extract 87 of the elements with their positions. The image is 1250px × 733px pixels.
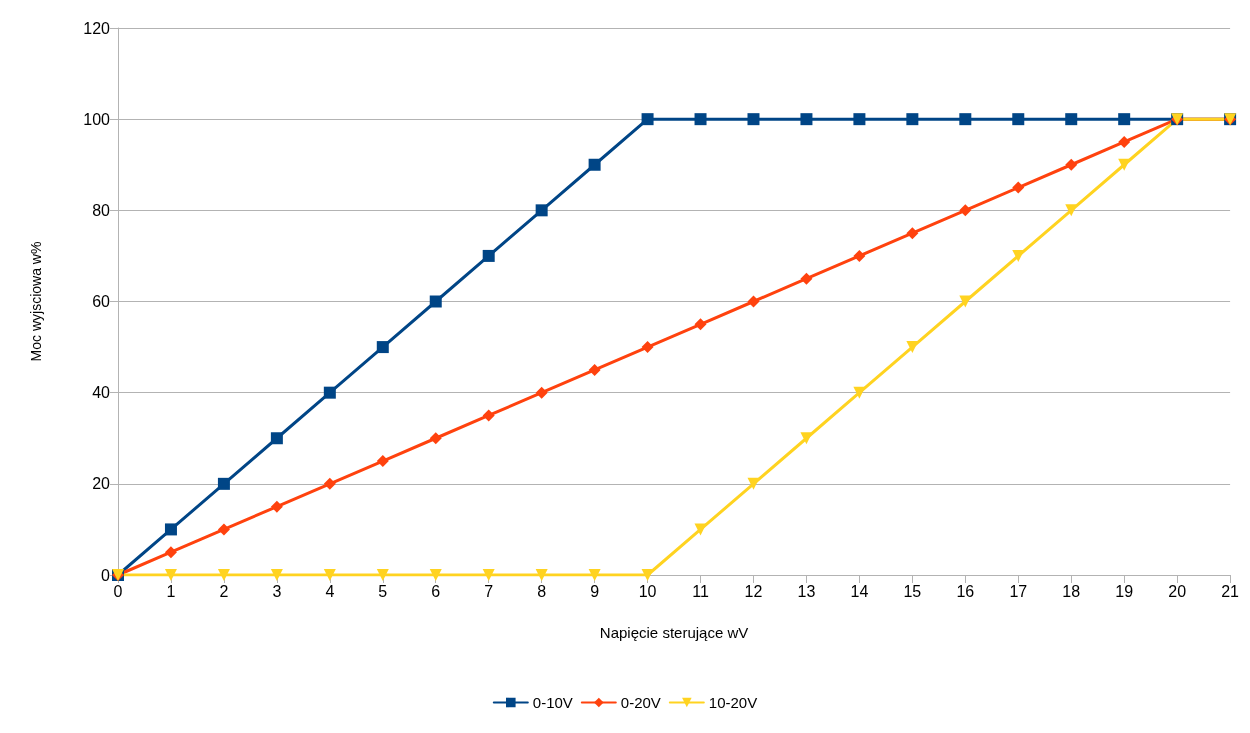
x-tick-label: 19 <box>1115 582 1134 600</box>
x-tick-label: 17 <box>1009 582 1028 600</box>
point <box>641 341 654 354</box>
x-tick-label: 14 <box>850 582 869 600</box>
y-axis-title: Moc wyjsciowa w% <box>28 241 44 362</box>
point <box>323 386 336 399</box>
point <box>217 569 230 581</box>
point <box>1065 158 1078 171</box>
point <box>1118 113 1131 126</box>
point <box>588 569 601 581</box>
x-tick-label: 0 <box>113 582 123 600</box>
x-tick-label: 11 <box>692 582 709 600</box>
point <box>429 432 442 445</box>
point <box>323 569 336 581</box>
point <box>1065 113 1078 126</box>
point <box>482 409 495 422</box>
y-tick-label: 100 <box>83 110 111 128</box>
y-tick-label: 40 <box>92 384 111 402</box>
point <box>429 295 442 308</box>
x-tick-label: 6 <box>431 582 441 600</box>
x-tick-label: 9 <box>590 582 600 600</box>
point <box>482 569 495 581</box>
point <box>1012 181 1025 194</box>
point <box>747 477 760 490</box>
x-tick-label: 21 <box>1221 582 1240 600</box>
point <box>376 341 389 354</box>
point <box>164 523 177 536</box>
point <box>694 318 707 331</box>
x-tick-label: 12 <box>744 582 763 600</box>
point <box>959 113 972 126</box>
point <box>588 363 601 376</box>
y-tick-label: 120 <box>83 19 111 37</box>
point <box>959 295 972 308</box>
point <box>270 432 283 445</box>
x-tick-label: 2 <box>219 582 229 600</box>
x-tick-label: 13 <box>797 582 816 600</box>
point <box>747 295 760 308</box>
point <box>747 113 760 126</box>
x-axis-title: Napięcie sterujące wV <box>599 624 749 641</box>
legend-label: 0-10V <box>532 694 573 711</box>
point <box>800 272 813 285</box>
y-tick-label: 20 <box>92 475 111 493</box>
x-tick-label: 5 <box>378 582 388 600</box>
y-tick-label: 80 <box>92 201 111 219</box>
point <box>482 249 495 262</box>
x-tick-label: 15 <box>903 582 922 600</box>
point <box>1118 158 1131 171</box>
x-tick-label: 4 <box>325 582 335 600</box>
point <box>641 113 654 126</box>
point <box>800 113 813 126</box>
legend-label: 10-20V <box>708 694 758 711</box>
x-tick-label: 18 <box>1062 582 1081 600</box>
point <box>588 158 601 171</box>
point <box>376 569 389 581</box>
x-tick-label: 7 <box>484 582 494 600</box>
point <box>217 477 230 490</box>
point <box>323 477 336 490</box>
point <box>853 249 866 262</box>
point <box>853 386 866 399</box>
point <box>376 455 389 468</box>
point <box>429 569 442 581</box>
point <box>694 113 707 126</box>
point <box>1118 135 1131 148</box>
point <box>535 204 548 217</box>
x-tick-label: 20 <box>1168 582 1187 600</box>
point <box>270 500 283 513</box>
point <box>1012 113 1025 126</box>
x-tick-label: 1 <box>166 582 176 600</box>
y-tick-label: 0 <box>101 566 111 584</box>
point <box>217 523 230 536</box>
point <box>535 569 548 581</box>
point <box>1065 204 1078 217</box>
point <box>853 113 866 126</box>
x-tick-label: 3 <box>272 582 282 600</box>
x-tick-label: 8 <box>537 582 547 600</box>
x-tick-label: 16 <box>956 582 975 600</box>
y-tick-label: 60 <box>92 293 111 310</box>
x-tick-label: 10 <box>638 582 657 600</box>
legend-label: 0-20V <box>620 694 661 711</box>
point <box>164 546 177 559</box>
point <box>959 204 972 217</box>
point <box>906 227 919 240</box>
point <box>535 386 548 399</box>
point <box>164 569 177 581</box>
point <box>694 523 707 536</box>
point <box>270 569 283 581</box>
point <box>906 113 919 126</box>
